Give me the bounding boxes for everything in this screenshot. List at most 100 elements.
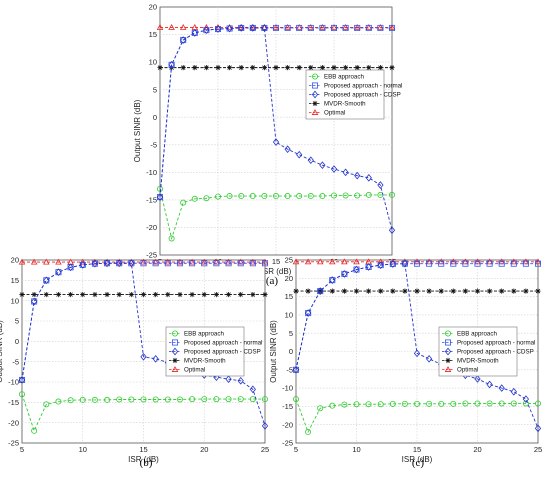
- data-point-optimal: [249, 258, 257, 265]
- data-point-cdsp: [128, 259, 135, 268]
- data-point-normal: [365, 24, 372, 31]
- data-point-normal: [486, 260, 493, 267]
- data-point-mvdr: [250, 291, 256, 298]
- y-axis-label: Output SINR (dB): [0, 320, 4, 383]
- data-point-ebb: [330, 192, 337, 199]
- data-point-cdsp: [238, 24, 245, 32]
- data-point-mvdr: [250, 65, 256, 71]
- data-point-ebb: [203, 195, 210, 202]
- data-point-optimal: [164, 258, 172, 265]
- legend-marker-ebb: [444, 330, 451, 337]
- legend-marker-optimal: [444, 366, 452, 372]
- data-point-mvdr: [203, 65, 209, 71]
- y-tick-label: 10: [149, 58, 157, 67]
- data-point-normal: [140, 260, 147, 267]
- y-tick-label: -20: [282, 420, 293, 429]
- data-point-mvdr: [474, 288, 481, 294]
- data-point-ebb: [140, 396, 147, 403]
- data-point-mvdr: [354, 65, 360, 71]
- data-point-normal: [237, 260, 244, 267]
- data-point-mvdr: [192, 65, 198, 71]
- series-ebb: [18, 391, 268, 434]
- data-point-ebb: [164, 396, 171, 403]
- legend-marker-cdsp: [444, 347, 452, 356]
- legend-marker-mvdr: [172, 357, 178, 364]
- data-point-ebb: [189, 396, 196, 403]
- data-point-optimal: [176, 258, 184, 265]
- data-point-normal: [498, 260, 505, 267]
- legend-label-mvdr: MVDR-Smooth: [324, 101, 366, 108]
- x-tick-label: 25: [534, 445, 542, 454]
- x-axis-label: ISR (dB): [128, 455, 159, 464]
- series-line-cdsp: [159, 27, 393, 231]
- data-point-cdsp: [498, 384, 505, 392]
- data-point-mvdr: [438, 288, 444, 294]
- data-point-optimal: [353, 258, 360, 265]
- data-point-normal: [377, 24, 384, 31]
- x-tick-label: 10: [352, 445, 360, 454]
- data-point-ebb: [226, 193, 233, 200]
- x-tick-label: 20: [473, 445, 481, 454]
- data-point-cdsp: [18, 376, 26, 384]
- series-ebb: [292, 396, 542, 436]
- data-point-ebb: [342, 192, 349, 199]
- data-point-cdsp: [296, 150, 303, 159]
- legend-marker-cdsp: [171, 347, 179, 356]
- legend-label-normal: Proposed approach - normal: [457, 340, 535, 347]
- data-point-normal: [413, 260, 420, 267]
- data-point-optimal: [179, 23, 187, 30]
- x-tick-label: 15: [272, 257, 280, 266]
- data-point-cdsp: [425, 354, 433, 363]
- panel-caption: (b): [140, 457, 153, 469]
- x-axis-label: ISR (dB): [261, 267, 292, 276]
- data-point-mvdr: [215, 65, 221, 71]
- data-point-mvdr: [366, 65, 372, 71]
- data-point-cdsp: [353, 265, 360, 274]
- y-tick-label: -5: [286, 365, 293, 374]
- data-point-cdsp: [272, 138, 280, 146]
- data-point-mvdr: [317, 288, 323, 294]
- data-point-ebb: [329, 402, 336, 409]
- data-point-normal: [213, 260, 220, 267]
- y-tick-label: 15: [149, 30, 157, 39]
- data-point-mvdr: [189, 291, 195, 298]
- y-tick-label: -15: [8, 398, 19, 407]
- x-tick-label: 20: [200, 445, 208, 454]
- y-tick-label: -5: [12, 357, 19, 366]
- data-point-normal: [510, 260, 517, 267]
- data-point-normal: [426, 260, 433, 267]
- data-point-cdsp: [191, 29, 198, 37]
- data-point-ebb: [377, 401, 384, 408]
- y-tick-label: 25: [285, 256, 293, 265]
- data-point-mvdr: [238, 65, 244, 71]
- data-point-ebb: [292, 396, 299, 403]
- data-point-optimal: [292, 258, 300, 265]
- data-point-mvdr: [262, 291, 268, 298]
- data-point-cdsp: [292, 365, 300, 374]
- data-point-mvdr: [80, 291, 86, 298]
- data-point-mvdr: [165, 291, 171, 298]
- data-point-optimal: [213, 258, 220, 265]
- data-point-normal: [474, 260, 481, 267]
- data-point-ebb: [341, 401, 348, 408]
- data-point-mvdr: [535, 288, 541, 294]
- data-point-ebb: [474, 400, 481, 407]
- data-point-cdsp: [486, 380, 493, 389]
- data-point-cdsp: [342, 168, 349, 177]
- series-mvdr: [19, 291, 268, 298]
- data-point-optimal: [316, 258, 324, 265]
- data-point-ebb: [31, 427, 38, 434]
- legend-label-normal: Proposed approach - normal: [184, 340, 262, 347]
- data-point-cdsp: [55, 268, 62, 277]
- data-point-optimal: [79, 258, 87, 265]
- data-point-cdsp: [401, 259, 409, 268]
- data-point-ebb: [55, 398, 62, 405]
- data-point-mvdr: [293, 288, 299, 294]
- series-optimal: [292, 258, 542, 265]
- data-point-mvdr: [426, 288, 432, 294]
- legend: EBB approach Proposed approach - normal Pr…: [438, 326, 535, 377]
- y-tick-label: -5: [150, 140, 157, 149]
- data-point-ebb: [284, 193, 291, 200]
- legend-marker-normal: [444, 339, 451, 346]
- data-point-normal: [284, 24, 291, 31]
